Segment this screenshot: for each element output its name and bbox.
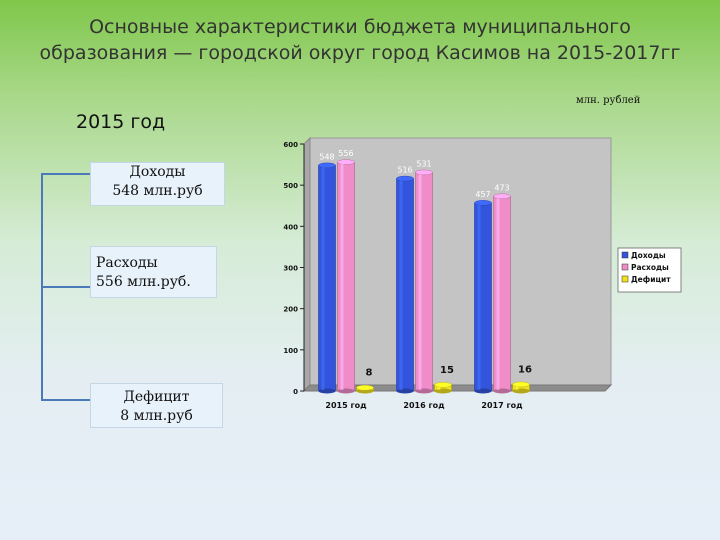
income-box-value: 548 млн.руб (112, 183, 203, 199)
legend-swatch (621, 263, 629, 271)
deficit-box: Дефицит 8 млн.руб (90, 383, 223, 428)
bar-highlight-1-1 (418, 174, 422, 390)
bar-0-2 (474, 202, 492, 392)
legend-label: Дефицит (631, 275, 671, 284)
data-label: 548 (319, 152, 334, 161)
budget-bar-chart: 0 100 200 300 400 500 600 548 556 8 2015 год 516 531… (283, 136, 682, 410)
bar-highlight-1-2 (496, 198, 500, 390)
legend-swatch (621, 251, 629, 259)
bar-1-0 (337, 161, 355, 392)
bar-top-1-0 (337, 159, 355, 165)
expense-box-title: Расходы (96, 255, 158, 271)
bar-highlight-0-0 (321, 167, 325, 390)
income-box-title: Доходы (129, 164, 186, 180)
data-label: 457 (475, 190, 490, 199)
connector-spine (41, 173, 91, 401)
year-label: 2015 год (76, 111, 166, 133)
x-tick-label: 2017 год (481, 401, 523, 410)
legend-swatch (621, 275, 629, 283)
plot-side-wall (303, 136, 311, 393)
bar-base-0-1 (396, 388, 414, 394)
data-label: 516 (397, 166, 412, 175)
bar-base-2-2 (512, 388, 530, 394)
bar-base-0-0 (318, 388, 336, 394)
bar-0-1 (396, 178, 414, 392)
data-label: 16 (518, 364, 532, 375)
data-label: 8 (366, 368, 373, 379)
slide-title: Основные характеристики бюджета муниципа… (30, 14, 690, 66)
deficit-box-title: Дефицит (123, 389, 190, 405)
title-line-1: Основные характеристики бюджета муниципа… (89, 16, 631, 38)
bar-base-0-2 (474, 388, 492, 394)
bar-top-0-1 (396, 175, 414, 182)
data-label: 556 (338, 149, 353, 158)
x-tick-label: 2015 год (325, 401, 367, 410)
y-tick-label: 400 (283, 223, 298, 231)
income-box: Доходы 548 млн.руб (90, 162, 225, 206)
bar-highlight-2-1 (437, 386, 441, 390)
bar-top-0-2 (474, 200, 492, 206)
bar-highlight-1-0 (340, 164, 344, 390)
expense-box: Расходы 556 млн.руб. (90, 246, 217, 298)
y-tick-label: 0 (293, 388, 298, 396)
data-label: 473 (494, 183, 509, 192)
bar-base-2-1 (434, 388, 452, 394)
bar-highlight-0-2 (477, 204, 481, 390)
legend-label: Доходы (631, 251, 666, 260)
deficit-box-value: 8 млн.руб (120, 408, 193, 424)
bar-top-2-0 (356, 384, 374, 391)
y-tick-label: 300 (283, 265, 298, 273)
bar-top-2-1 (434, 382, 452, 388)
bar-top-2-2 (512, 381, 530, 388)
units-label: млн. рублей (576, 95, 641, 106)
legend-label: Расходы (631, 263, 669, 272)
x-tick-label: 2016 год (403, 401, 445, 410)
bar-highlight-0-1 (399, 180, 403, 390)
expense-box-value: 556 млн.руб. (96, 274, 191, 290)
bar-1-1 (415, 172, 433, 392)
y-tick-label: 600 (283, 141, 298, 149)
data-label: 531 (416, 159, 431, 168)
bar-top-1-2 (493, 193, 511, 200)
y-tick-label: 200 (283, 306, 298, 314)
plot-back-wall (309, 137, 612, 386)
bar-1-2 (493, 195, 511, 392)
bar-0-0 (318, 165, 336, 392)
bar-base-1-1 (415, 388, 433, 394)
bar-top-1-1 (415, 169, 433, 176)
bar-base-1-0 (337, 388, 355, 394)
bar-top-0-0 (318, 162, 336, 169)
title-line-2: образования — городской округ город Каси… (39, 42, 681, 64)
data-label: 15 (440, 365, 454, 376)
bar-highlight-2-2 (515, 386, 519, 390)
bar-base-1-2 (493, 388, 511, 394)
legend-box (617, 247, 682, 293)
y-tick-label: 100 (283, 347, 298, 355)
y-tick-label: 500 (283, 182, 298, 190)
